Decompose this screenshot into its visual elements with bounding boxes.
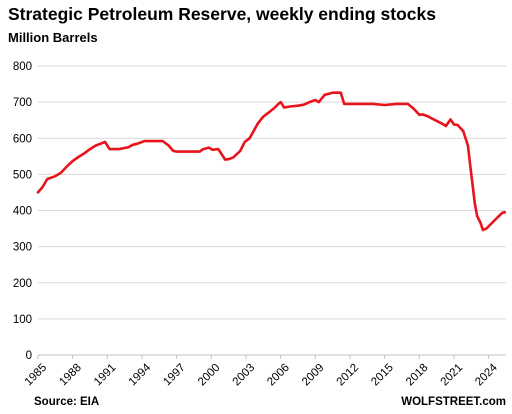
y-axis-ticks: 0 100 200 300 400 500 600 700 800 bbox=[13, 61, 32, 362]
x-tick-label: 2021 bbox=[439, 362, 466, 389]
series-line bbox=[36, 91, 507, 232]
chart-subtitle: Million Barrels bbox=[8, 30, 98, 45]
x-tick-label: 2006 bbox=[265, 362, 292, 389]
x-tick-label: 2003 bbox=[231, 362, 258, 389]
x-tick-label: 2000 bbox=[196, 362, 223, 389]
grid-lines bbox=[38, 65, 506, 356]
x-tick-label: 1991 bbox=[92, 362, 119, 389]
y-tick-label: 500 bbox=[13, 169, 32, 181]
y-tick-label: 200 bbox=[13, 278, 32, 290]
source-note: Source: EIA bbox=[34, 396, 100, 408]
x-tick-label: 1997 bbox=[161, 362, 188, 389]
x-tick-label: 1985 bbox=[23, 362, 50, 389]
y-tick-label: 100 bbox=[13, 314, 32, 326]
y-tick-label: 400 bbox=[13, 206, 32, 218]
chart-title: Strategic Petroleum Reserve, weekly endi… bbox=[8, 4, 436, 24]
y-tick-label: 600 bbox=[13, 133, 32, 145]
x-tick-label: 2009 bbox=[300, 362, 327, 389]
x-tick-label: 2015 bbox=[369, 362, 396, 389]
x-tick-label: 2018 bbox=[404, 362, 431, 389]
y-tick-label: 300 bbox=[13, 242, 32, 254]
y-tick-label: 0 bbox=[26, 350, 32, 362]
x-tick-label: 2012 bbox=[335, 362, 362, 389]
y-tick-label: 700 bbox=[13, 97, 32, 109]
x-tick-label: 1988 bbox=[57, 362, 84, 389]
x-axis-ticks: 1985 1988 1991 1994 1997 2000 2003 2006 2009 2012… bbox=[23, 355, 500, 389]
brand-watermark: WOLFSTREET.com bbox=[401, 396, 506, 408]
x-tick-label: 1994 bbox=[127, 361, 154, 388]
y-tick-label: 800 bbox=[13, 61, 32, 73]
x-tick-label: 2024 bbox=[473, 361, 500, 388]
